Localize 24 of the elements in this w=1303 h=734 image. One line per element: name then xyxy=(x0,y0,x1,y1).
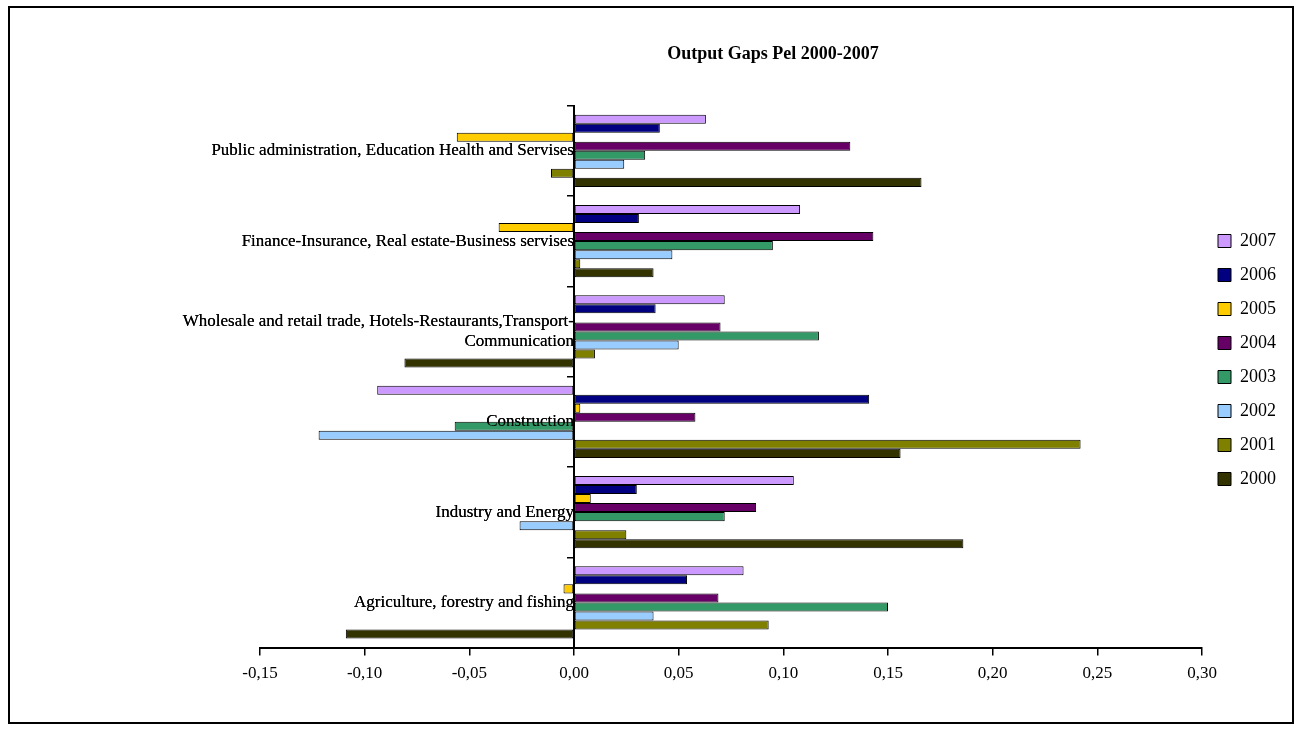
y-tick-label: Agriculture, forestry and fishing xyxy=(354,591,575,611)
x-tick-label: 0,10 xyxy=(768,663,799,683)
x-tick-label: 0,20 xyxy=(977,663,1008,683)
legend-label: 2004 xyxy=(1240,331,1276,352)
legend-label: 2002 xyxy=(1240,399,1276,420)
x-tick-label: 0,00 xyxy=(559,663,589,683)
chart-title: Output Gaps Pel 2000-2007 xyxy=(667,43,879,64)
legend-label: 2001 xyxy=(1240,433,1276,454)
legend-label: 2000 xyxy=(1240,467,1276,488)
legend-label: 2006 xyxy=(1240,263,1276,284)
x-tick-label: -0,05 xyxy=(451,663,488,683)
legend-label: 2007 xyxy=(1240,229,1276,250)
x-tick-label: 0,30 xyxy=(1187,663,1217,683)
x-tick-label: 0,05 xyxy=(663,663,694,683)
y-tick-label: Finance-Insurance, Real estate-Business servises xyxy=(241,230,574,250)
x-tick-label: 0,25 xyxy=(1082,663,1113,683)
y-tick-label: Wholesale and retail trade, Hotels-Restaurants,Transport-Communication xyxy=(182,310,575,351)
legend-label: 2005 xyxy=(1240,297,1276,318)
x-tick-label: -0,15 xyxy=(242,663,278,683)
legend-label: 2003 xyxy=(1240,365,1276,386)
y-tick-label: Industry and Energy xyxy=(435,501,575,521)
x-tick-label: -0,10 xyxy=(346,663,383,683)
x-tick-label: 0,15 xyxy=(873,663,903,683)
y-tick-label: Public administration, Education Health and Servises xyxy=(211,140,574,160)
